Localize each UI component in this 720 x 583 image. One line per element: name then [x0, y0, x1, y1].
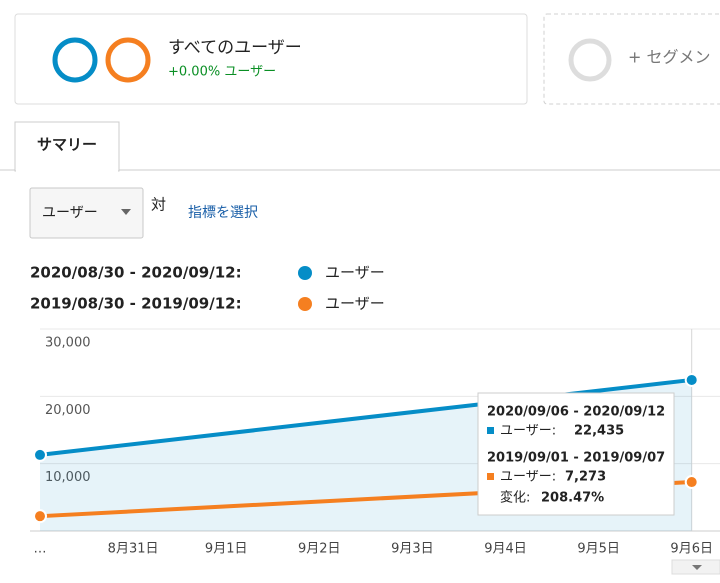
- tooltip-value: 7,273: [565, 470, 606, 485]
- x-tick-label: 9月1日: [205, 542, 248, 557]
- tooltip-swatch: [487, 427, 494, 434]
- segment-name: すべてのユーザー: [168, 38, 302, 58]
- dropdown-label: ユーザー: [42, 205, 98, 221]
- legend-range: 2019/08/30 - 2019/09/12:: [30, 295, 242, 313]
- tooltip-metric: ユーザー:: [500, 424, 556, 439]
- tab[interactable]: [14, 121, 120, 172]
- segment-card[interactable]: [14, 13, 528, 105]
- x-tick-label: 9月2日: [298, 542, 341, 557]
- select-metric[interactable]: 指標を選択: [188, 205, 258, 221]
- tooltip: [477, 392, 675, 516]
- x-tick-label: 8月31日: [108, 542, 159, 557]
- segment-stat: +0.00% ユーザー: [168, 65, 276, 80]
- legend-dot: [298, 266, 312, 280]
- legend-dot: [298, 297, 312, 311]
- metric-dropdown[interactable]: [29, 187, 144, 239]
- point: [684, 475, 699, 490]
- segment-icon: [105, 37, 151, 83]
- point: [33, 509, 47, 524]
- add-segment-label: + セグメン: [628, 48, 711, 67]
- point: [33, 447, 47, 462]
- x-tick-label: …: [34, 542, 47, 557]
- chart: 2020/08/30 - 2020/09/12: ユーザー 2019/08/30 -…: [30, 264, 720, 575]
- x-tick-label: 9月6日: [670, 542, 713, 557]
- tooltip-value: 22,435: [574, 424, 624, 439]
- x-tick-label: 9月4日: [484, 542, 527, 557]
- y-tick-label: 20,000: [45, 403, 91, 418]
- tooltip-change-label: 変化:: [500, 490, 530, 506]
- legend-name: ユーザー: [325, 264, 385, 282]
- segment-icon: [568, 38, 612, 82]
- x-tick-label: 9月3日: [391, 542, 434, 557]
- tooltip-swatch: [487, 473, 494, 480]
- tooltip-range: 2020/09/06 - 2020/09/12: [487, 405, 665, 420]
- tooltip-metric: ユーザー:: [500, 470, 556, 485]
- legend-range: 2020/08/30 - 2020/09/12:: [30, 264, 242, 282]
- dropdown-arrow: [121, 209, 131, 215]
- series-line: [39, 377, 692, 457]
- vs-label: 対: [151, 196, 166, 214]
- x-tick-label: 9月5日: [577, 542, 620, 557]
- tab-gap: [16, 166, 118, 172]
- tab-label: サマリー: [37, 136, 97, 154]
- add-segment[interactable]: [543, 13, 720, 105]
- scroll-arrow: [692, 565, 702, 570]
- legend-name: ユーザー: [325, 295, 385, 313]
- tooltip-change: 208.47%: [541, 491, 604, 506]
- point: [684, 372, 699, 387]
- y-tick-label: 10,000: [45, 470, 91, 485]
- segment-icon: [52, 37, 98, 83]
- tooltip-range: 2019/09/01 - 2019/09/07: [487, 451, 665, 466]
- y-tick-label: 30,000: [45, 336, 91, 351]
